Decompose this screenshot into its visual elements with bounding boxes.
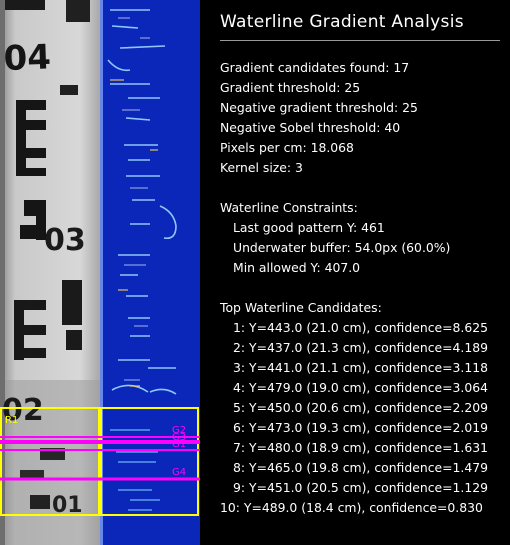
- roi-overlay: R1: [0, 407, 199, 516]
- staff-gauge-photo: [0, 0, 100, 545]
- stat-pixels-per-cm: Pixels per cm: 18.068: [220, 140, 354, 155]
- candidate-row: 7: Y=480.0 (18.9 cm), confidence=1.631: [233, 440, 488, 455]
- roi-label: R1: [5, 415, 18, 426]
- gauge-label-04: 04: [3, 37, 52, 79]
- roi-box-left: [0, 407, 100, 516]
- gauge-label-03: 03: [44, 223, 86, 258]
- candidate-row: 10: Y=489.0 (18.4 cm), confidence=0.830: [220, 500, 483, 515]
- stat-gradient-candidates: Gradient candidates found: 17: [220, 60, 410, 75]
- title-divider: [220, 40, 500, 41]
- constraint-last-good-pattern: Last good pattern Y: 461: [233, 220, 385, 235]
- panel-title: Waterline Gradient Analysis: [220, 12, 464, 32]
- stat-negative-sobel-threshold: Negative Sobel threshold: 40: [220, 120, 401, 135]
- constraints-heading: Waterline Constraints:: [220, 200, 358, 215]
- stat-gradient-threshold: Gradient threshold: 25: [220, 80, 361, 95]
- candidate-row: 6: Y=473.0 (19.3 cm), confidence=2.019: [233, 420, 488, 435]
- candidate-label-g2: G2: [172, 425, 186, 436]
- candidate-row: 2: Y=437.0 (21.3 cm), confidence=4.189: [233, 340, 488, 355]
- stat-kernel-size: Kernel size: 3: [220, 160, 303, 175]
- constraint-underwater-buffer: Underwater buffer: 54.0px (60.0%): [233, 240, 451, 255]
- candidate-label-g1: G1: [172, 439, 186, 450]
- candidates-heading: Top Waterline Candidates:: [220, 300, 382, 315]
- candidate-row: 9: Y=451.0 (20.5 cm), confidence=1.129: [233, 480, 488, 495]
- constraint-min-allowed-y: Min allowed Y: 407.0: [233, 260, 361, 275]
- stat-negative-gradient-threshold: Negative gradient threshold: 25: [220, 100, 418, 115]
- gauge-letter-shapes: [20, 200, 46, 240]
- candidate-label-g3: G3: [172, 432, 186, 443]
- candidate-row: 8: Y=465.0 (19.8 cm), confidence=1.479: [233, 460, 488, 475]
- gauge-label-01: 01: [52, 493, 83, 518]
- gauge-visualization: 04 03 02 01 R1: [0, 0, 200, 545]
- roi-box-right: [100, 407, 199, 516]
- gradient-map: [100, 0, 200, 545]
- candidate-row: 4: Y=479.0 (19.0 cm), confidence=3.064: [233, 380, 488, 395]
- gauge-number-labels: 04 03 02 01: [2, 37, 86, 518]
- candidate-label-g4: G4: [172, 467, 186, 478]
- candidate-lines: G2 G3 G1 G4: [0, 425, 200, 481]
- gauge-label-02: 02: [2, 393, 44, 428]
- candidate-row: 5: Y=450.0 (20.6 cm), confidence=2.209: [233, 400, 488, 415]
- candidate-row: 3: Y=441.0 (21.1 cm), confidence=3.118: [233, 360, 488, 375]
- analysis-panel: Waterline Gradient Analysis Gradient can…: [200, 0, 510, 545]
- candidate-row: 1: Y=443.0 (21.0 cm), confidence=8.625: [233, 320, 488, 335]
